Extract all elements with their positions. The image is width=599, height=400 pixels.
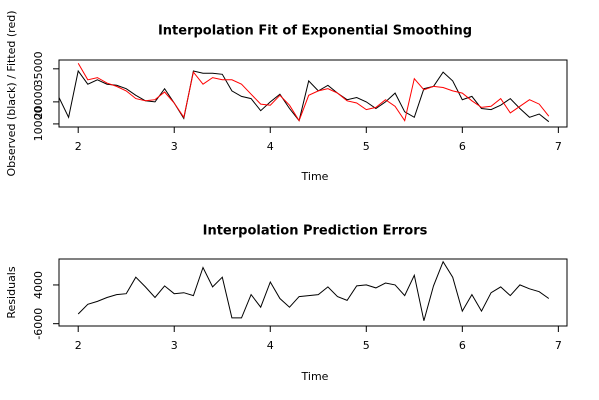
x-axis-label: Time xyxy=(301,370,329,383)
x-tick-label: 7 xyxy=(555,140,562,153)
x-tick-label: 6 xyxy=(459,140,466,153)
y-axis-label: Residuals xyxy=(5,266,18,318)
y-tick-label: 20000 xyxy=(32,84,45,119)
data-line xyxy=(58,69,550,123)
x-tick-label: 7 xyxy=(555,339,562,352)
x-tick-label: 4 xyxy=(267,140,274,153)
data-line xyxy=(77,260,550,321)
x-tick-label: 6 xyxy=(459,339,466,352)
x-tick-label: 5 xyxy=(363,140,370,153)
data-line xyxy=(77,63,550,122)
chart-title: Interpolation Fit of Exponential Smoothi… xyxy=(158,24,472,39)
x-tick-label: 3 xyxy=(171,339,178,352)
chart-title: Interpolation Prediction Errors xyxy=(203,224,428,239)
x-axis-label: Time xyxy=(301,170,329,183)
plot-frame xyxy=(58,59,568,128)
y-tick-label: -6000 xyxy=(32,308,45,340)
x-tick-label: 3 xyxy=(171,140,178,153)
x-tick-label: 2 xyxy=(75,339,82,352)
y-tick-label: 10000 xyxy=(32,106,45,141)
plot-frame xyxy=(58,258,568,327)
y-axis-label: Observed (black) / Fitted (red) xyxy=(5,11,18,177)
x-tick-label: 5 xyxy=(363,339,370,352)
x-tick-label: 4 xyxy=(267,339,274,352)
y-tick-label: 35000 xyxy=(32,51,45,86)
y-tick-label: 4000 xyxy=(32,271,45,299)
x-tick-label: 2 xyxy=(75,140,82,153)
